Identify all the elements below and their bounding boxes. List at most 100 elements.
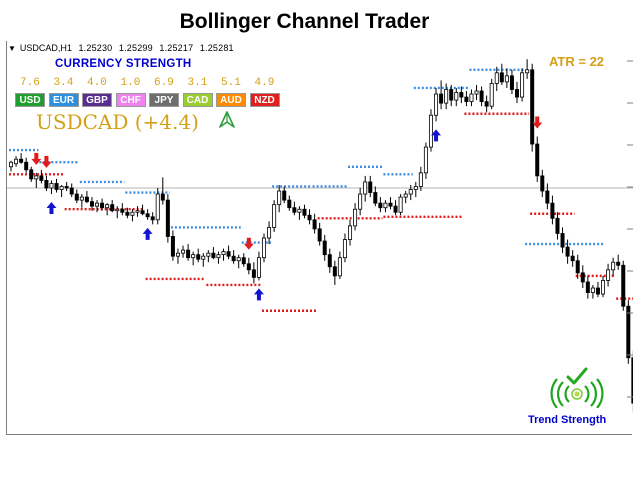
candle-body <box>418 172 423 187</box>
sell-arrow-icon <box>41 155 52 168</box>
candle <box>307 209 312 225</box>
candle <box>535 136 540 182</box>
candle-body <box>363 181 368 195</box>
candle-body <box>342 239 347 259</box>
candle-body <box>606 269 611 281</box>
candle <box>84 191 89 204</box>
candle <box>449 84 454 107</box>
candle <box>418 166 423 192</box>
candle-body <box>231 255 236 262</box>
candle <box>292 201 297 216</box>
candle-body <box>246 263 251 271</box>
candle-body <box>322 240 327 256</box>
buy-arrow-icon <box>431 129 442 142</box>
candle-body <box>261 237 266 259</box>
candle <box>14 156 19 167</box>
candle-body <box>175 252 180 257</box>
candle <box>135 206 140 217</box>
candle <box>464 91 469 107</box>
candle-body <box>155 193 160 221</box>
candle-body <box>565 246 570 257</box>
candle-body <box>555 217 560 234</box>
candle <box>246 257 251 275</box>
candle-body <box>64 186 69 189</box>
candle <box>631 350 633 413</box>
candle-body <box>459 92 464 98</box>
ohlc-high: 1.25299 <box>118 43 153 53</box>
candle <box>165 194 170 243</box>
candle-body <box>292 207 297 213</box>
candle <box>393 200 398 216</box>
strength-value-eur: 3.4 <box>53 77 74 89</box>
currency-badge-chf: CHF <box>115 93 146 107</box>
candle-body <box>601 280 606 295</box>
candle <box>312 213 317 234</box>
page-title: Bollinger Channel Trader <box>179 10 430 33</box>
candle <box>105 203 110 216</box>
currency-badge-gbp: GBP <box>82 93 112 107</box>
candle <box>256 251 261 281</box>
candle <box>236 254 241 269</box>
candle <box>125 207 130 219</box>
signals <box>31 116 543 301</box>
candle-body <box>241 257 246 265</box>
sell-arrow-shape <box>31 152 42 165</box>
candle-body <box>282 190 287 201</box>
dropdown-triangle-icon[interactable]: ▼ <box>8 44 16 53</box>
sell-arrow-icon <box>532 116 543 129</box>
candle-body <box>449 89 454 101</box>
candle <box>54 178 59 193</box>
candle-body <box>267 226 272 239</box>
candle-body <box>105 204 110 209</box>
candle <box>267 221 272 245</box>
candle-body <box>115 208 120 212</box>
candle <box>79 194 84 208</box>
candle <box>373 186 378 207</box>
candle-body <box>494 72 499 84</box>
candle-body <box>120 208 125 213</box>
candle-body <box>595 287 600 295</box>
candle-body <box>358 193 363 210</box>
candle <box>545 183 550 210</box>
candle <box>484 95 489 113</box>
candle <box>64 181 69 192</box>
buy-arrow-icon <box>142 227 153 240</box>
buy-arrow-shape <box>431 129 442 142</box>
price-chart[interactable] <box>7 41 633 435</box>
candle-body <box>287 199 292 209</box>
currency-badge-usd: USD <box>15 93 45 107</box>
candle-body <box>540 175 545 192</box>
candle <box>342 233 347 263</box>
candle <box>520 68 525 102</box>
candle <box>160 177 165 205</box>
candle <box>454 87 459 107</box>
candle-body <box>100 202 105 209</box>
candle-body <box>9 161 14 168</box>
up-arrow-icon <box>219 111 235 128</box>
candle <box>479 86 484 107</box>
candle-body <box>388 202 393 207</box>
symbol-info: ▼ USDCAD,H1 1.25230 1.25299 1.25217 1.252… <box>8 43 234 53</box>
candle-body <box>186 249 191 259</box>
candle-body <box>525 69 530 74</box>
candle <box>100 198 105 211</box>
candle-body <box>590 287 595 293</box>
candle <box>150 212 155 225</box>
candle <box>39 169 44 184</box>
candle <box>428 109 433 152</box>
candle-body <box>616 261 621 266</box>
candle-body <box>317 228 322 242</box>
candle <box>59 184 64 198</box>
symbol-name: USDCAD,H1 <box>19 43 72 53</box>
candle <box>509 69 514 95</box>
candle <box>590 284 595 299</box>
candle <box>403 191 408 204</box>
candle-body <box>140 210 145 215</box>
candle-body <box>520 72 525 98</box>
candle-body <box>135 210 140 213</box>
ohlc-close: 1.25281 <box>199 43 234 53</box>
candle-body <box>19 158 24 163</box>
candle-body <box>621 264 626 307</box>
candle <box>140 204 145 216</box>
candle-body <box>413 186 418 190</box>
